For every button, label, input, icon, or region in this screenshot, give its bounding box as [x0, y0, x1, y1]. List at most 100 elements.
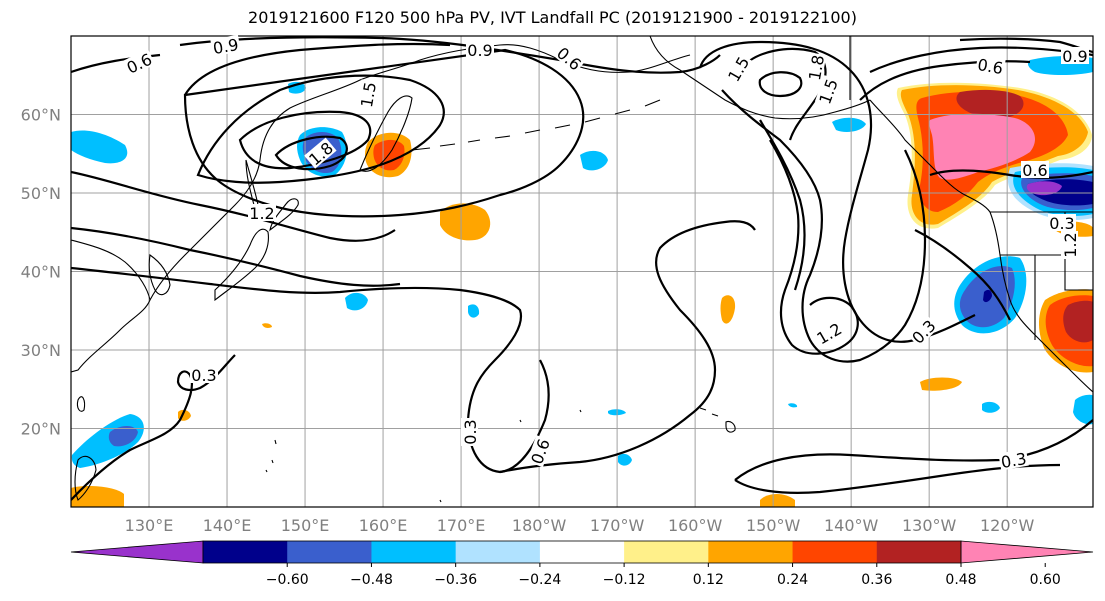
contour-0.3-se-loop	[734, 463, 1061, 494]
colorbar-segment	[792, 541, 878, 563]
contour-trough-outer	[698, 40, 976, 343]
fill-positive-bottomleft	[71, 486, 124, 507]
colorbar-extend-min	[70, 540, 204, 564]
colorbar-segment	[455, 541, 541, 563]
fill-negative-small-15	[788, 403, 798, 408]
contour-label: 1.2	[248, 204, 276, 223]
contour-label-text: 0.6	[976, 55, 1004, 78]
fill-negative-small-6	[468, 304, 480, 318]
contour-label: 1.2	[1061, 231, 1080, 259]
contour-label-bg	[304, 137, 337, 169]
contour-label-bg	[723, 52, 753, 86]
coast-taiwan	[76, 396, 86, 412]
contour-trough-1	[721, 89, 927, 363]
contour-loop-bering-2	[739, 47, 827, 141]
contour-label-text: 1.5	[357, 81, 380, 109]
contour-label-bg	[190, 366, 218, 383]
coast-alaska	[649, 36, 871, 120]
contour-label-bg	[812, 318, 846, 348]
lon-tick-label: 130°W	[902, 516, 957, 535]
colorbar-segment	[539, 541, 625, 563]
coast-islands	[265, 409, 582, 503]
colorbar-segment	[624, 541, 709, 563]
coast-na-west	[869, 99, 1093, 393]
contour-label: 0.9	[1061, 47, 1089, 66]
contour-label-text: 1.8	[805, 54, 828, 82]
colorbar-tick-label: −0.60	[266, 572, 309, 588]
contour-1.2-north	[196, 74, 445, 184]
fill-negative-small-2	[580, 150, 608, 171]
colorbar-outline	[202, 540, 962, 564]
colorbar-extend-max	[960, 540, 1094, 564]
fill-positive-small-4	[440, 203, 491, 241]
map-title: 2019121600 F120 500 hPa PV, IVT Landfall…	[248, 8, 857, 27]
colorbar-tick-label: 0.48	[945, 572, 976, 588]
contour-label-bg	[466, 41, 494, 58]
contour-label-bg	[461, 418, 478, 446]
contour-0.6-mid	[71, 266, 550, 474]
contour-label: 0.9	[466, 41, 494, 60]
colorbar: −0.60 −0.48 −0.36 −0.24 −0.12 0.12 0.24 0.36 0.4…	[70, 540, 1094, 588]
contour-1.8-north	[274, 135, 348, 171]
coast-korea	[148, 254, 171, 296]
contour-label-bg	[814, 75, 841, 108]
contour-label-bg	[1048, 214, 1076, 231]
coast-japan	[214, 198, 299, 302]
fill-positive-small-9	[920, 377, 962, 391]
fill-positive-small-16	[760, 494, 795, 507]
fill-negative-small-11	[1073, 394, 1093, 425]
contour-label-bg	[210, 34, 241, 57]
fill-negative-philippines-blue	[108, 426, 138, 447]
lon-tick-label: 170°W	[590, 516, 645, 535]
fill-positive-sw-darkred	[1063, 300, 1093, 343]
coast-hawaii	[699, 407, 736, 433]
contour-label-bg	[356, 79, 379, 110]
lon-tick-label: 160°E	[359, 516, 408, 535]
lon-tick-label: 140°W	[824, 516, 879, 535]
lon-tick-label: 160°W	[668, 516, 723, 535]
fill-positive-bc-pink	[929, 113, 1035, 180]
colorbar-tick-label: 0.12	[693, 572, 724, 588]
contour-label-bg	[526, 435, 553, 468]
contour-label-bg	[975, 54, 1006, 77]
colorbar-tick-label: −0.36	[434, 572, 477, 588]
contour-0.3-south-east	[734, 419, 1093, 481]
fill-negative-small-3	[832, 117, 866, 132]
contour-label: 0.9	[210, 34, 241, 58]
contour-label-bg	[1021, 161, 1049, 178]
contour-label-bg	[804, 52, 827, 83]
contour-label: 0.3	[1048, 214, 1076, 233]
fill-negative-small-14	[618, 453, 632, 466]
lat-axis: 60°N 50°N 40°N 30°N 20°N	[21, 106, 61, 439]
contour-label-text: 0.9	[212, 35, 240, 58]
contour-label: 0.6	[975, 54, 1006, 78]
lon-tick-label: 150°W	[746, 516, 801, 535]
contour-trough-3	[759, 119, 806, 291]
contour-label: 0.3	[461, 418, 480, 446]
fill-negative-offshore-navy	[983, 289, 992, 303]
lon-axis: 130°E 140°E 150°E 160°E 170°E 180°W 170°W 160°W…	[125, 516, 1035, 535]
contour-0.3-central	[499, 220, 756, 474]
colorbar-tick-label: 0.36	[861, 572, 892, 588]
contour-label-text: 0.3	[191, 366, 216, 385]
lon-tick-label: 130°E	[125, 516, 174, 535]
coast-aleutians	[411, 99, 661, 151]
colorbar-segment	[708, 541, 794, 563]
fill-positive-small-7	[720, 295, 736, 324]
colorbar-tick-label: −0.48	[350, 572, 393, 588]
fill-negative-small-10	[982, 401, 1000, 413]
contour-label: 1.5	[356, 79, 380, 110]
contour-label-text: 0.3	[1049, 214, 1074, 233]
lon-tick-label: 140°E	[203, 516, 252, 535]
lat-tick-label: 50°N	[21, 184, 61, 203]
map-frame	[70, 35, 1094, 508]
lon-tick-label: 150°E	[281, 516, 330, 535]
contour-label-bg	[1061, 231, 1078, 259]
lat-tick-label: 30°N	[21, 341, 61, 360]
contour-loop-bering	[758, 71, 803, 98]
contour-label-bg	[553, 42, 586, 74]
colorbar-segment	[287, 541, 372, 563]
contour-label-bg	[907, 315, 940, 348]
coast-kamchatka	[359, 95, 413, 172]
lon-tick-label: 180°W	[512, 516, 567, 535]
